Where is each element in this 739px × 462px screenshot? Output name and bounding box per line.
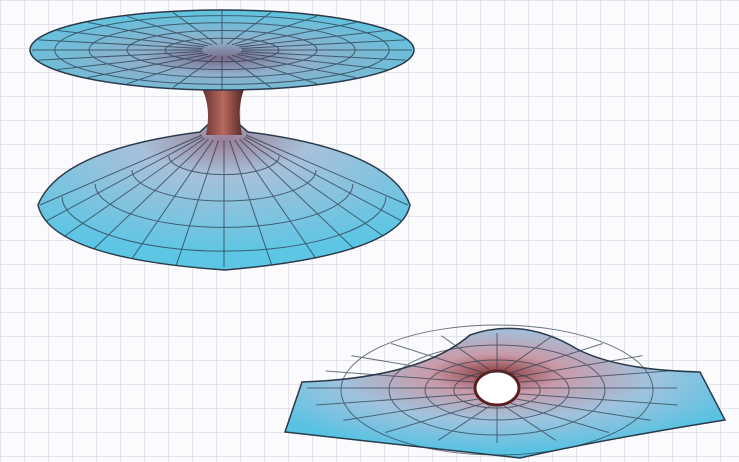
mesh-line bbox=[54, 15, 390, 85]
mesh-line bbox=[391, 343, 484, 374]
mesh-line bbox=[131, 169, 317, 202]
mesh-line bbox=[340, 324, 654, 456]
mesh-line bbox=[126, 15, 213, 46]
mesh-line bbox=[57, 52, 205, 70]
mesh-line bbox=[38, 51, 203, 61]
mesh-line bbox=[236, 53, 357, 79]
mesh-line bbox=[388, 344, 606, 436]
mesh-lines bbox=[32, 11, 412, 267]
mesh-line bbox=[94, 183, 354, 228]
mesh-line bbox=[385, 402, 484, 433]
mesh-line bbox=[87, 53, 208, 79]
curved-space-diagram bbox=[283, 324, 727, 459]
mesh-line bbox=[316, 393, 475, 406]
mesh-line bbox=[231, 15, 318, 46]
mesh-line bbox=[241, 51, 406, 61]
mesh-line bbox=[504, 335, 553, 371]
mesh-line bbox=[164, 37, 280, 63]
mesh-line bbox=[168, 155, 280, 176]
mesh-lines bbox=[307, 324, 678, 456]
mesh-line bbox=[516, 398, 651, 421]
mesh-line bbox=[234, 139, 317, 259]
mesh-line bbox=[516, 355, 643, 378]
mesh-line bbox=[126, 30, 318, 70]
mesh-line bbox=[131, 139, 214, 259]
mesh-line bbox=[438, 405, 490, 441]
hole bbox=[473, 369, 521, 407]
mesh-line bbox=[236, 21, 357, 47]
mesh-line bbox=[510, 402, 609, 433]
mesh-line bbox=[61, 196, 387, 252]
mesh-line bbox=[241, 39, 406, 49]
mesh-line bbox=[519, 370, 669, 383]
mesh-line bbox=[38, 39, 203, 49]
throat bbox=[200, 85, 246, 135]
mesh-line bbox=[504, 405, 556, 441]
mesh-line bbox=[510, 343, 603, 374]
mesh-line bbox=[126, 54, 213, 85]
mesh-line bbox=[64, 137, 206, 237]
mesh-line bbox=[242, 137, 384, 237]
mesh-line bbox=[39, 134, 203, 206]
wormhole-diagram bbox=[29, 9, 415, 271]
mesh-line bbox=[343, 398, 478, 421]
mesh-line bbox=[441, 335, 490, 371]
mesh-line bbox=[239, 52, 387, 70]
mesh-line bbox=[325, 370, 475, 383]
mesh-line bbox=[245, 134, 409, 206]
mesh-line bbox=[57, 30, 205, 48]
mesh-line bbox=[46, 136, 203, 222]
mesh-line bbox=[87, 21, 208, 47]
mesh-line bbox=[239, 30, 387, 48]
mesh-line bbox=[245, 136, 402, 222]
mesh-line bbox=[424, 359, 570, 421]
mesh-line bbox=[351, 355, 478, 378]
mesh-line bbox=[231, 54, 318, 85]
mesh-line bbox=[88, 22, 356, 78]
mesh-line bbox=[175, 140, 219, 266]
mesh-line bbox=[239, 138, 355, 250]
mesh-line bbox=[453, 371, 541, 409]
mesh-line bbox=[229, 140, 273, 266]
mesh-line bbox=[519, 393, 678, 406]
mesh-line bbox=[93, 138, 209, 250]
